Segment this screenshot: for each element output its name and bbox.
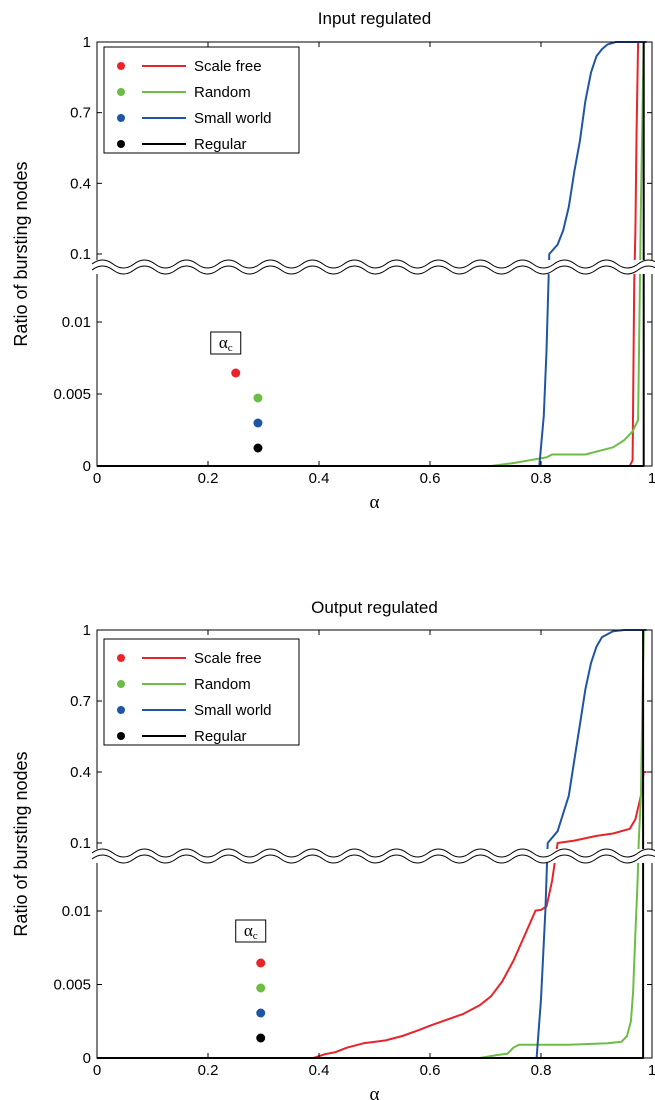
axis-break-line bbox=[91, 259, 655, 269]
alpha-c-point bbox=[253, 393, 263, 403]
x-tick-label: 0 bbox=[93, 1062, 101, 1079]
y-tick-label: 0.4 bbox=[70, 175, 91, 192]
x-tick-label: 0.2 bbox=[198, 470, 219, 487]
legend-marker bbox=[117, 732, 125, 740]
x-tick-label: 0.6 bbox=[420, 1062, 441, 1079]
legend-marker bbox=[117, 680, 125, 688]
y-tick-label: 0 bbox=[83, 458, 91, 475]
y-tick-label: 0.005 bbox=[53, 977, 91, 994]
axis-break-line bbox=[91, 265, 655, 275]
legend-label: Random bbox=[194, 676, 251, 693]
x-tick-label: 0.8 bbox=[531, 1062, 552, 1079]
alpha-c-label: αc bbox=[244, 921, 258, 942]
legend-marker bbox=[117, 654, 125, 662]
y-tick-label: 1 bbox=[83, 622, 91, 639]
alpha-c-point bbox=[253, 443, 263, 453]
series-line-random bbox=[97, 629, 647, 1059]
chart-panel-1: Input regulated 0 0.2 0.4 0.6 0.8 1 α 0 0.005 0.01… bbox=[11, 9, 655, 513]
legend-label: Regular bbox=[194, 728, 247, 745]
alpha-c-box bbox=[235, 919, 267, 943]
legend-label: Scale free bbox=[194, 58, 262, 75]
y-axis-label: Ratio of bursting nodes bbox=[11, 751, 31, 936]
chart-title: Output regulated bbox=[311, 598, 438, 617]
y-axis-label: Ratio of bursting nodes bbox=[11, 161, 31, 346]
legend-marker bbox=[117, 140, 125, 148]
x-axis-label: α bbox=[370, 1084, 380, 1100]
x-tick-label: 0.6 bbox=[420, 470, 441, 487]
y-tick-label: 0.1 bbox=[70, 835, 91, 852]
axis-break-line bbox=[91, 848, 655, 858]
legend-label: Random bbox=[194, 84, 251, 101]
y-tick-label: 0.1 bbox=[70, 246, 91, 263]
series-line-small-world bbox=[97, 629, 647, 1059]
x-tick-label: 1 bbox=[648, 1062, 655, 1079]
x-axis-label: α bbox=[370, 492, 380, 513]
alpha-c-point bbox=[256, 983, 266, 993]
axis-break-line bbox=[91, 854, 655, 864]
alpha-c-point bbox=[253, 418, 263, 428]
alpha-c-point bbox=[256, 1008, 266, 1018]
y-tick-label: 0 bbox=[83, 1050, 91, 1067]
y-tick-label: 1 bbox=[83, 34, 91, 51]
x-tick-label: 0.4 bbox=[309, 1062, 330, 1079]
y-tick-label: 0.7 bbox=[70, 693, 91, 710]
legend-marker bbox=[117, 706, 125, 714]
alpha-c-point bbox=[256, 1033, 266, 1043]
legend-box bbox=[103, 638, 300, 746]
x-tick-label: 0 bbox=[93, 470, 101, 487]
legend-label: Regular bbox=[194, 136, 247, 153]
series-line-small-world bbox=[97, 41, 647, 467]
series-line-random bbox=[97, 41, 647, 467]
x-tick-label: 0.4 bbox=[309, 470, 330, 487]
alpha-c-point bbox=[256, 958, 266, 968]
series-line-scale-free bbox=[97, 771, 647, 1059]
x-tick-label: 0.2 bbox=[198, 1062, 219, 1079]
alpha-c-label: αc bbox=[219, 333, 233, 354]
legend-marker bbox=[117, 114, 125, 122]
legend-marker bbox=[117, 62, 125, 70]
legend-label: Scale free bbox=[194, 650, 262, 667]
legend-label: Small world bbox=[194, 110, 272, 127]
y-tick-label: 0.7 bbox=[70, 105, 91, 122]
x-tick-label: 0.8 bbox=[531, 470, 552, 487]
y-tick-label: 0.01 bbox=[62, 314, 91, 331]
y-tick-label: 0.005 bbox=[53, 386, 91, 403]
legend-marker bbox=[117, 88, 125, 96]
legend-box bbox=[103, 46, 300, 154]
alpha-c-point bbox=[231, 368, 241, 378]
plot-frame bbox=[96, 629, 653, 1059]
chart-title: Input regulated bbox=[318, 9, 431, 28]
legend-label: Small world bbox=[194, 702, 272, 719]
chart-panel-2: Output regulated 0 0.2 0.4 0.6 0.8 1 α 0 0.005 0.0… bbox=[11, 598, 655, 1100]
alpha-c-box bbox=[210, 331, 242, 355]
x-tick-label: 1 bbox=[648, 470, 655, 487]
y-tick-label: 0.4 bbox=[70, 764, 91, 781]
y-tick-label: 0.01 bbox=[62, 903, 91, 920]
